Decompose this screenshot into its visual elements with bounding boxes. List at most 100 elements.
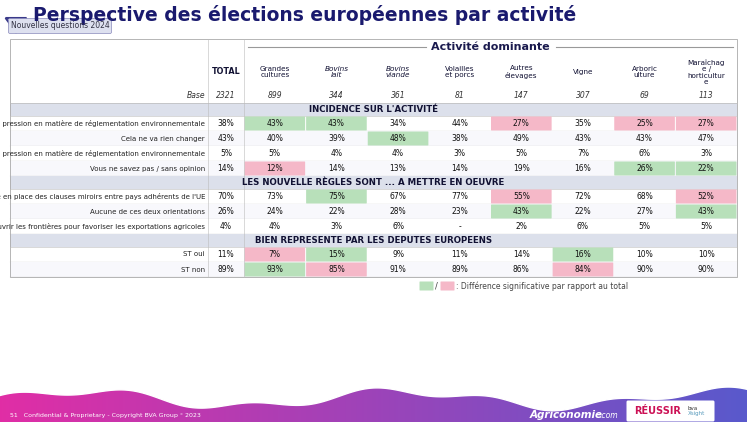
Text: 44%: 44%	[451, 119, 468, 128]
Text: 11%: 11%	[217, 250, 235, 259]
Text: 4%: 4%	[269, 222, 281, 231]
Text: 14%: 14%	[217, 164, 235, 173]
Text: 5%: 5%	[220, 149, 232, 158]
Text: 22%: 22%	[328, 207, 345, 216]
FancyBboxPatch shape	[614, 116, 675, 130]
Text: Agriconomie: Agriconomie	[530, 410, 603, 420]
Text: 3%: 3%	[330, 222, 342, 231]
Text: 67%: 67%	[390, 192, 406, 201]
Text: 73%: 73%	[267, 192, 283, 201]
Text: Grandes
cultures: Grandes cultures	[260, 66, 290, 78]
Text: Bovins
viande: Bovins viande	[385, 66, 410, 78]
FancyBboxPatch shape	[627, 400, 714, 422]
FancyBboxPatch shape	[10, 204, 737, 219]
Text: Nouvelles questions 2024: Nouvelles questions 2024	[10, 22, 109, 30]
Text: 43%: 43%	[328, 119, 345, 128]
Text: Moins de pression en matière de réglementation environnementale: Moins de pression en matière de réglemen…	[0, 150, 205, 157]
FancyBboxPatch shape	[10, 189, 737, 204]
FancyBboxPatch shape	[676, 205, 737, 219]
Text: Arboric
ulture: Arboric ulture	[631, 66, 657, 78]
Text: 3%: 3%	[700, 149, 712, 158]
FancyBboxPatch shape	[10, 262, 737, 277]
Text: RÉUSSIR: RÉUSSIR	[634, 406, 681, 416]
Text: 24%: 24%	[267, 207, 283, 216]
FancyBboxPatch shape	[306, 189, 367, 203]
FancyBboxPatch shape	[491, 205, 551, 219]
Text: 55%: 55%	[513, 192, 530, 201]
FancyBboxPatch shape	[491, 116, 551, 130]
Text: 77%: 77%	[451, 192, 468, 201]
FancyBboxPatch shape	[10, 89, 737, 103]
Text: 899: 899	[267, 92, 282, 100]
Text: Ouvrir les frontières pour favoriser les exportations agricoles: Ouvrir les frontières pour favoriser les…	[0, 223, 205, 230]
FancyBboxPatch shape	[368, 132, 428, 146]
Text: 10%: 10%	[636, 250, 653, 259]
Text: 72%: 72%	[574, 192, 592, 201]
Text: 15%: 15%	[328, 250, 345, 259]
Text: 43%: 43%	[636, 134, 653, 143]
Text: 43%: 43%	[574, 134, 592, 143]
FancyBboxPatch shape	[676, 189, 737, 203]
FancyBboxPatch shape	[10, 116, 737, 131]
Text: 22%: 22%	[574, 207, 591, 216]
Text: 2321: 2321	[216, 92, 236, 100]
FancyBboxPatch shape	[306, 116, 367, 130]
Text: Base: Base	[186, 92, 205, 100]
Text: 69: 69	[639, 92, 649, 100]
Text: Cela ne va rien changer: Cela ne va rien changer	[121, 135, 205, 141]
Text: 25%: 25%	[636, 119, 653, 128]
Text: 19%: 19%	[513, 164, 530, 173]
Text: Bovins
lait: Bovins lait	[324, 66, 348, 78]
FancyBboxPatch shape	[10, 146, 737, 161]
Text: Vigne: Vigne	[573, 69, 593, 75]
Text: 39%: 39%	[328, 134, 345, 143]
Text: 27%: 27%	[698, 119, 715, 128]
Text: Perspective des élections européennes par activité: Perspective des élections européennes pa…	[33, 5, 576, 25]
FancyBboxPatch shape	[10, 234, 737, 247]
Text: 43%: 43%	[513, 207, 530, 216]
Text: 47%: 47%	[698, 134, 715, 143]
Text: 70%: 70%	[217, 192, 235, 201]
Text: 7%: 7%	[577, 149, 589, 158]
Text: INCIDENCE SUR L'ACTIVITÉ: INCIDENCE SUR L'ACTIVITÉ	[309, 105, 438, 114]
Text: 9%: 9%	[392, 250, 404, 259]
FancyBboxPatch shape	[553, 262, 613, 276]
FancyBboxPatch shape	[614, 162, 675, 176]
Text: bva: bva	[688, 406, 698, 411]
Text: ST non: ST non	[181, 267, 205, 273]
Text: Autres
élevages: Autres élevages	[505, 65, 538, 79]
Text: 3%: 3%	[453, 149, 465, 158]
Text: LES NOUVELLE RÈGLES SONT ... A METTRE EN OEUVRE: LES NOUVELLE RÈGLES SONT ... A METTRE EN…	[242, 178, 505, 187]
Text: 6%: 6%	[577, 222, 589, 231]
Text: -: -	[459, 222, 461, 231]
Text: ST oui: ST oui	[183, 252, 205, 257]
Text: .com: .com	[600, 411, 619, 419]
Text: : Différence significative par rapport au total: : Différence significative par rapport a…	[456, 281, 628, 291]
Text: 26%: 26%	[636, 164, 653, 173]
Text: Maraîchag
e /
horticultur
e: Maraîchag e / horticultur e	[687, 59, 725, 85]
Text: 13%: 13%	[390, 164, 406, 173]
FancyBboxPatch shape	[10, 161, 737, 176]
Text: 43%: 43%	[217, 134, 235, 143]
Text: 5%: 5%	[269, 149, 281, 158]
Text: 43%: 43%	[698, 207, 715, 216]
Text: 5%: 5%	[639, 222, 651, 231]
FancyBboxPatch shape	[244, 162, 305, 176]
Text: /: /	[435, 281, 438, 290]
Text: 12%: 12%	[267, 164, 283, 173]
Text: Activité dominante: Activité dominante	[431, 42, 550, 52]
FancyBboxPatch shape	[491, 189, 551, 203]
Text: 147: 147	[514, 92, 529, 100]
Text: 23%: 23%	[451, 207, 468, 216]
Text: 6%: 6%	[639, 149, 651, 158]
FancyBboxPatch shape	[10, 247, 737, 262]
Text: 93%: 93%	[267, 265, 283, 274]
FancyBboxPatch shape	[10, 55, 737, 89]
Text: 81: 81	[455, 92, 465, 100]
Text: Plus de pression en matière de réglementation environnementale: Plus de pression en matière de réglement…	[0, 120, 205, 127]
FancyBboxPatch shape	[244, 116, 305, 130]
Text: 14%: 14%	[451, 164, 468, 173]
FancyBboxPatch shape	[8, 19, 111, 33]
Text: 16%: 16%	[574, 250, 592, 259]
Text: 90%: 90%	[636, 265, 653, 274]
